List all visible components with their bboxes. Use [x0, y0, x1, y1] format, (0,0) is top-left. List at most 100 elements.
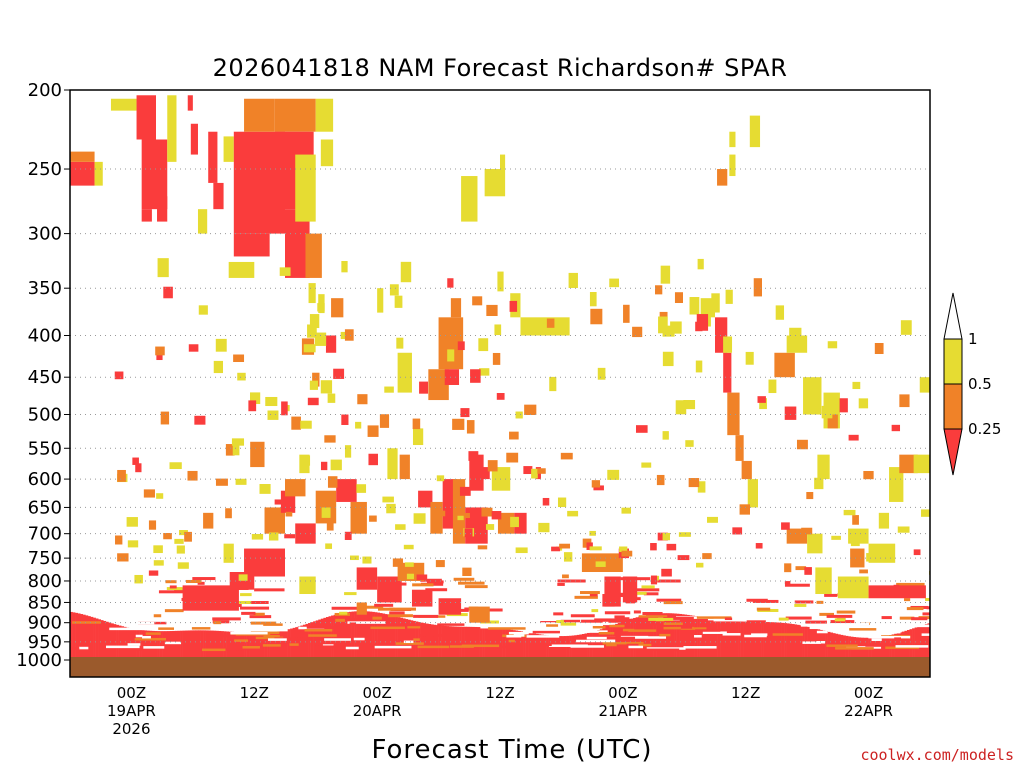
heatmap-cell	[622, 576, 638, 603]
low-level-cell	[241, 611, 256, 615]
x-tick-label: 22APR	[844, 702, 893, 720]
low-level-cell	[339, 611, 348, 615]
surface-cell	[395, 616, 398, 660]
heatmap-speckle	[143, 489, 155, 498]
surface-cell	[873, 637, 877, 660]
surface-streak	[289, 643, 299, 646]
heatmap-speckle	[753, 278, 762, 297]
surface-cell	[906, 629, 910, 660]
low-level-cell	[374, 603, 394, 607]
low-level-cell	[344, 592, 357, 596]
surface-cell	[561, 636, 565, 660]
surface-cell	[776, 622, 780, 660]
surface-streak	[353, 637, 365, 641]
surface-cell	[162, 631, 166, 660]
heatmap-cell	[827, 414, 838, 429]
surface-streak	[900, 624, 930, 628]
surface-cell	[502, 628, 506, 660]
surface-cell	[517, 630, 521, 660]
surface-streak	[638, 615, 668, 618]
surface-cell	[727, 620, 731, 660]
surface-streak	[132, 623, 167, 627]
heatmap-speckle	[827, 341, 838, 349]
heatmap-speckle	[478, 338, 489, 352]
surface-cell	[558, 636, 562, 660]
low-level-cell	[458, 581, 485, 585]
heatmap-speckle	[621, 507, 631, 514]
heatmap-speckle	[685, 440, 694, 447]
heatmap-cell	[213, 182, 224, 210]
low-level-cell	[636, 588, 660, 592]
heatmap-speckle	[259, 484, 271, 494]
surface-streak	[850, 631, 878, 634]
x-tick-label: 00Z	[117, 684, 146, 702]
heatmap-speckle	[496, 393, 505, 400]
surface-cell	[341, 613, 345, 660]
low-level-cell	[794, 600, 814, 604]
low-level-cell	[794, 603, 807, 607]
heatmap-speckle	[457, 341, 465, 351]
surface-streak	[664, 642, 694, 646]
heatmap-speckle	[675, 400, 687, 415]
heatmap-speckle	[863, 470, 874, 480]
heatmap-speckle	[447, 278, 454, 288]
low-level-cell	[420, 578, 442, 582]
surface-cell	[105, 621, 109, 660]
heatmap-speckle	[320, 461, 328, 471]
heatmap-speckle	[510, 516, 519, 528]
surface-cell	[110, 623, 114, 660]
heatmap-speckle	[674, 292, 683, 304]
surface-cell	[228, 631, 232, 660]
surface-streak	[622, 628, 635, 632]
surface-cell	[223, 631, 227, 660]
surface-cell	[354, 611, 357, 660]
heatmap-cell	[500, 154, 506, 170]
heatmap-speckle	[333, 368, 345, 379]
heatmap-speckle	[174, 538, 184, 544]
heatmap-speckle	[757, 396, 766, 403]
heatmap-speckle	[135, 463, 142, 473]
surface-cell	[676, 613, 680, 660]
heatmap-speckle	[403, 544, 414, 550]
surface-streak	[72, 621, 101, 624]
surface-cell	[169, 631, 173, 660]
heatmap-speckle	[859, 569, 868, 574]
surface-cell	[492, 627, 496, 660]
surface-streak	[229, 626, 249, 630]
heatmap-speckle	[157, 258, 169, 278]
surface-streak	[345, 646, 359, 650]
heatmap-cell	[157, 196, 168, 222]
surface-cell	[287, 629, 291, 660]
heatmap-cell	[190, 123, 198, 155]
surface-cell	[87, 616, 91, 660]
heatmap-speckle	[814, 477, 824, 490]
surface-cell	[697, 616, 700, 660]
surface-streak	[508, 639, 515, 643]
surface-streak	[143, 646, 165, 649]
surface-streak	[395, 642, 424, 645]
surface-cell	[410, 620, 414, 660]
low-level-cell	[581, 619, 603, 623]
surface-cell	[149, 630, 153, 660]
heatmap-speckle	[801, 527, 813, 535]
surface-cell	[556, 635, 560, 660]
surface-streak	[496, 617, 526, 620]
surface-cell	[540, 634, 544, 660]
surface-cell	[154, 631, 158, 660]
surface-streak	[592, 625, 606, 629]
surface-cell	[172, 630, 176, 660]
y-tick-label: 600	[28, 469, 62, 490]
heatmap-speckle	[302, 455, 311, 466]
heatmap-cell	[70, 161, 95, 186]
surface-streak	[896, 623, 924, 626]
heatmap-speckle	[369, 515, 377, 522]
heatmap-speckle	[683, 400, 696, 410]
surface-cell	[817, 629, 821, 660]
credit-text[interactable]: coolwx.com/models	[860, 746, 1014, 764]
heatmap-cell	[477, 467, 490, 480]
surface-cell	[315, 620, 319, 660]
heatmap-speckle	[265, 396, 278, 407]
surface-cell	[167, 631, 171, 660]
low-level-cell	[824, 593, 838, 597]
surface-cell	[116, 624, 119, 660]
